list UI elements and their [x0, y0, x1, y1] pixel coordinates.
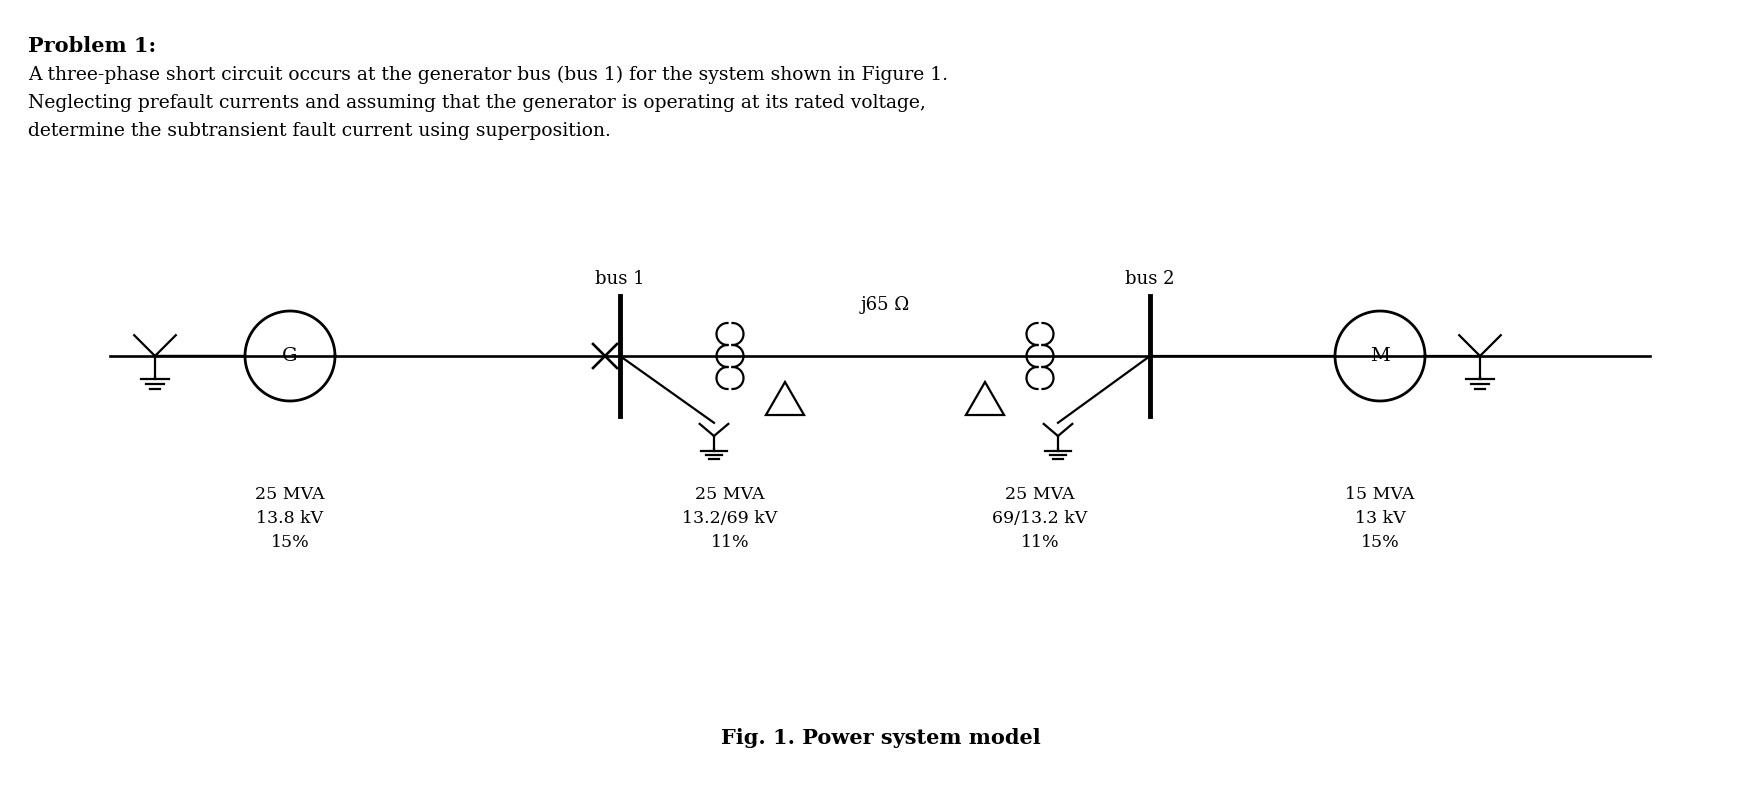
Text: Fig. 1. Power system model: Fig. 1. Power system model — [721, 728, 1041, 748]
Text: G: G — [282, 347, 298, 365]
Text: j65 Ω: j65 Ω — [860, 296, 909, 314]
Text: 15%: 15% — [271, 534, 310, 551]
Text: A three-phase short circuit occurs at the generator bus (bus 1) for the system s: A three-phase short circuit occurs at th… — [28, 66, 948, 84]
Text: 13 kV: 13 kV — [1355, 510, 1406, 527]
Text: 11%: 11% — [710, 534, 749, 551]
Text: 25 MVA: 25 MVA — [696, 486, 765, 503]
Text: 15 MVA: 15 MVA — [1346, 486, 1415, 503]
Text: Neglecting prefault currents and assuming that the generator is operating at its: Neglecting prefault currents and assumin… — [28, 94, 925, 112]
Text: 25 MVA: 25 MVA — [1006, 486, 1075, 503]
Text: bus 1: bus 1 — [596, 270, 645, 288]
Text: Problem 1:: Problem 1: — [28, 36, 157, 56]
Text: determine the subtransient fault current using superposition.: determine the subtransient fault current… — [28, 122, 611, 140]
Text: 69/13.2 kV: 69/13.2 kV — [992, 510, 1087, 527]
Text: bus 2: bus 2 — [1126, 270, 1175, 288]
Text: 13.8 kV: 13.8 kV — [257, 510, 324, 527]
Text: 11%: 11% — [1020, 534, 1059, 551]
Text: M: M — [1371, 347, 1390, 365]
Text: 25 MVA: 25 MVA — [255, 486, 324, 503]
Text: 15%: 15% — [1360, 534, 1399, 551]
Text: 13.2/69 kV: 13.2/69 kV — [682, 510, 777, 527]
